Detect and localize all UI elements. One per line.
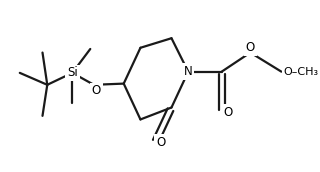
Text: O: O	[92, 84, 101, 97]
Text: O–CH₃: O–CH₃	[284, 67, 319, 77]
Text: N: N	[184, 65, 193, 78]
Text: O: O	[223, 106, 232, 119]
Text: O: O	[246, 41, 255, 54]
Text: O: O	[156, 136, 165, 149]
Text: Si: Si	[67, 66, 78, 79]
